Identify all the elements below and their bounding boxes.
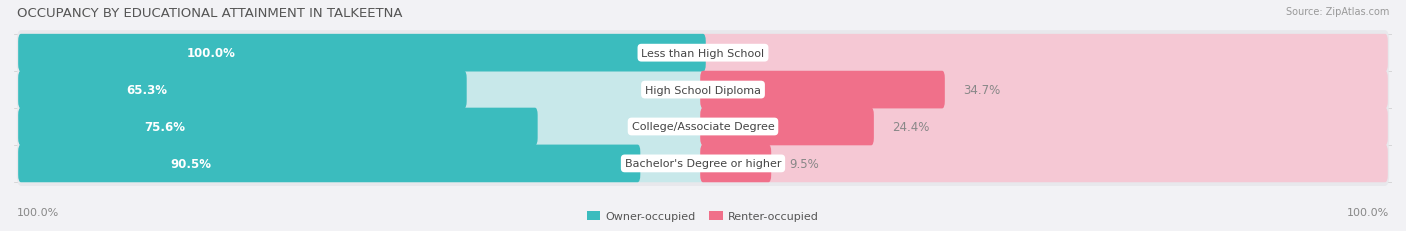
FancyBboxPatch shape	[18, 145, 706, 182]
FancyBboxPatch shape	[18, 35, 706, 72]
Text: Source: ZipAtlas.com: Source: ZipAtlas.com	[1285, 7, 1389, 17]
FancyBboxPatch shape	[18, 71, 706, 109]
FancyBboxPatch shape	[17, 68, 1389, 113]
FancyBboxPatch shape	[18, 108, 537, 146]
FancyBboxPatch shape	[18, 145, 640, 182]
Text: 34.7%: 34.7%	[963, 84, 1000, 97]
Text: 90.5%: 90.5%	[170, 157, 211, 170]
Text: Less than High School: Less than High School	[641, 49, 765, 58]
FancyBboxPatch shape	[18, 35, 706, 72]
Text: 100.0%: 100.0%	[17, 207, 59, 217]
FancyBboxPatch shape	[700, 35, 1388, 72]
Text: 75.6%: 75.6%	[145, 121, 186, 134]
FancyBboxPatch shape	[700, 108, 875, 146]
Text: 0.0%: 0.0%	[724, 47, 754, 60]
FancyBboxPatch shape	[700, 71, 945, 109]
Text: 9.5%: 9.5%	[789, 157, 818, 170]
Text: College/Associate Degree: College/Associate Degree	[631, 122, 775, 132]
FancyBboxPatch shape	[18, 108, 706, 146]
Text: Bachelor's Degree or higher: Bachelor's Degree or higher	[624, 159, 782, 169]
FancyBboxPatch shape	[18, 71, 467, 109]
Text: 24.4%: 24.4%	[891, 121, 929, 134]
FancyBboxPatch shape	[700, 71, 1388, 109]
Text: 65.3%: 65.3%	[127, 84, 167, 97]
FancyBboxPatch shape	[700, 145, 1388, 182]
FancyBboxPatch shape	[17, 141, 1389, 186]
Text: 100.0%: 100.0%	[1347, 207, 1389, 217]
Legend: Owner-occupied, Renter-occupied: Owner-occupied, Renter-occupied	[582, 206, 824, 225]
Text: 100.0%: 100.0%	[186, 47, 235, 60]
FancyBboxPatch shape	[17, 31, 1389, 76]
FancyBboxPatch shape	[700, 108, 1388, 146]
FancyBboxPatch shape	[17, 105, 1389, 149]
Text: High School Diploma: High School Diploma	[645, 85, 761, 95]
Text: OCCUPANCY BY EDUCATIONAL ATTAINMENT IN TALKEETNA: OCCUPANCY BY EDUCATIONAL ATTAINMENT IN T…	[17, 7, 402, 20]
FancyBboxPatch shape	[700, 145, 772, 182]
